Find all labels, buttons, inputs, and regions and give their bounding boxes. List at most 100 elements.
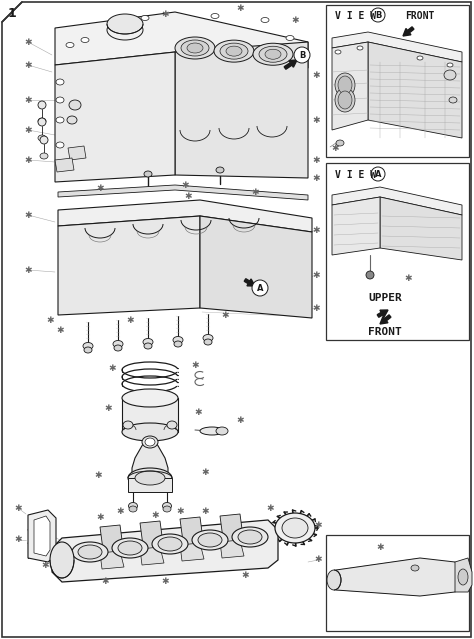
Ellipse shape [163,502,172,509]
Text: ✱: ✱ [236,415,244,424]
Polygon shape [332,197,380,255]
Ellipse shape [335,73,355,97]
Polygon shape [55,12,308,68]
Text: FRONT: FRONT [368,327,402,337]
Text: ✱: ✱ [312,304,320,312]
Text: ✱: ✱ [312,270,320,279]
Ellipse shape [335,50,341,54]
Text: ✱: ✱ [101,578,109,587]
Ellipse shape [417,56,423,60]
Text: ✱: ✱ [314,555,322,564]
Ellipse shape [128,502,137,509]
Text: ✱: ✱ [104,403,112,413]
Ellipse shape [38,101,46,109]
Polygon shape [58,200,312,232]
Ellipse shape [211,13,219,19]
Ellipse shape [253,43,293,65]
FancyArrow shape [244,279,255,286]
Text: ✱: ✱ [221,311,229,320]
Text: ✱: ✱ [314,521,322,530]
Ellipse shape [40,153,48,159]
Ellipse shape [220,43,248,59]
Text: ✱: ✱ [251,187,259,197]
Ellipse shape [158,537,182,551]
Ellipse shape [56,162,64,168]
Text: ✱: ✱ [376,544,384,553]
Ellipse shape [40,136,48,144]
Text: ✱: ✱ [312,226,320,235]
Polygon shape [28,510,56,562]
Ellipse shape [56,142,64,148]
Ellipse shape [113,341,123,348]
Polygon shape [128,478,172,492]
Ellipse shape [107,14,143,34]
Ellipse shape [282,518,308,538]
Ellipse shape [56,97,64,103]
Text: ✱: ✱ [14,504,22,512]
Bar [326,5,469,157]
FancyArrow shape [403,27,414,36]
Text: ✱: ✱ [96,183,104,192]
Text: ✱: ✱ [94,470,102,479]
Text: ✱: ✱ [41,560,49,569]
Text: ✱: ✱ [312,155,320,164]
Text: ✱: ✱ [266,504,274,512]
Circle shape [294,47,310,63]
Text: ✱: ✱ [24,95,32,105]
Polygon shape [55,52,175,182]
Ellipse shape [83,343,93,350]
Text: FRONT: FRONT [405,11,435,21]
Ellipse shape [84,347,92,353]
Ellipse shape [122,389,178,407]
Text: ✱: ✱ [312,174,320,183]
Ellipse shape [67,116,77,124]
Polygon shape [175,42,308,178]
Polygon shape [58,216,200,315]
FancyArrow shape [284,60,297,69]
Polygon shape [220,514,244,546]
Text: V I E W: V I E W [335,11,376,21]
Text: ✱: ✱ [331,144,339,153]
Polygon shape [332,187,462,215]
Text: UPPER: UPPER [368,293,402,303]
Text: ✱: ✱ [24,210,32,220]
Ellipse shape [56,117,64,123]
Text: B: B [375,10,381,20]
Ellipse shape [144,343,152,349]
Ellipse shape [66,43,74,47]
Circle shape [252,280,268,296]
Polygon shape [100,551,124,569]
Ellipse shape [175,37,215,59]
Ellipse shape [338,76,352,94]
Ellipse shape [145,438,155,446]
Ellipse shape [447,63,453,67]
Polygon shape [52,520,278,582]
Polygon shape [455,558,472,592]
Ellipse shape [187,43,203,53]
Text: 1: 1 [8,6,17,20]
Bar [326,535,469,631]
Ellipse shape [216,167,224,173]
Text: ✱: ✱ [24,125,32,134]
Text: ✱: ✱ [176,507,184,516]
Text: ✱: ✱ [312,116,320,125]
Ellipse shape [174,341,182,347]
Ellipse shape [181,40,209,56]
Ellipse shape [232,527,268,547]
Text: ✱: ✱ [24,265,32,275]
Ellipse shape [167,421,177,429]
Ellipse shape [275,513,315,543]
Ellipse shape [144,171,152,177]
Ellipse shape [259,46,287,62]
Ellipse shape [114,345,122,351]
Ellipse shape [129,506,137,512]
Polygon shape [55,158,74,172]
Ellipse shape [38,135,46,141]
Ellipse shape [112,538,148,558]
Ellipse shape [56,79,64,85]
Text: A: A [375,169,381,178]
Text: ✱: ✱ [151,511,159,520]
Polygon shape [140,547,164,565]
Polygon shape [332,42,368,130]
Text: ✱: ✱ [312,70,320,79]
